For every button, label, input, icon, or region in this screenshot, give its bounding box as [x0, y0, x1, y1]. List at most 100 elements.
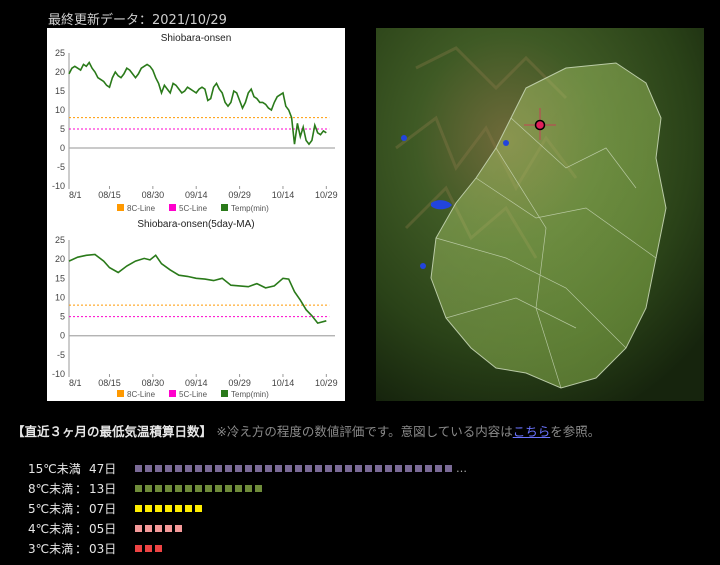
day-square	[145, 544, 152, 552]
day-square	[225, 464, 232, 472]
location-marker	[524, 108, 556, 140]
chart-1-legend-swatch	[117, 390, 124, 397]
day-square	[445, 464, 452, 472]
day-square	[285, 464, 292, 472]
day-square	[295, 464, 302, 472]
day-square	[255, 464, 262, 472]
day-square	[135, 464, 142, 472]
chart-0-y-tick-label: 15	[55, 86, 65, 96]
day-square	[245, 464, 252, 472]
day-square	[185, 464, 192, 472]
day-square	[145, 484, 152, 492]
day-square	[235, 464, 242, 472]
day-square	[185, 484, 192, 492]
chart-0-y-tick-label: 0	[60, 143, 65, 153]
chart-0-y-tick-label: 20	[55, 67, 65, 77]
day-count: 05日	[89, 521, 117, 536]
day-square	[275, 464, 282, 472]
chart-0-legend-label: Temp(min)	[231, 204, 269, 213]
day-square	[355, 464, 362, 472]
threshold-label: 15℃未満	[28, 461, 81, 476]
day-square	[385, 464, 392, 472]
day-square	[255, 484, 262, 492]
accumulated-row: 8℃未満： 13日	[28, 480, 262, 496]
chart-0-x-tick-label: 10/14	[272, 190, 295, 200]
day-square	[135, 544, 142, 552]
day-square	[145, 524, 152, 532]
day-square	[245, 484, 252, 492]
row-separator: ：	[74, 481, 87, 496]
explanation-link[interactable]: こちら	[512, 424, 551, 439]
chart-1-y-tick-label: 15	[55, 273, 65, 283]
chart-1-y-tick-label: 5	[60, 312, 65, 322]
threshold-label: 5℃未満	[28, 501, 74, 516]
day-square	[265, 464, 272, 472]
day-square	[365, 464, 372, 472]
chart-0-y-tick-label: -5	[57, 162, 65, 172]
day-square	[195, 464, 202, 472]
chart-1-legend-label: 8C-Line	[127, 390, 156, 399]
chart-1-y-tick-label: 25	[55, 235, 65, 245]
day-count: 07日	[89, 501, 117, 516]
accumulated-row: 15℃未満： 47日…	[28, 460, 467, 476]
day-squares	[135, 464, 452, 472]
day-square	[155, 524, 162, 532]
day-square	[205, 464, 212, 472]
day-square	[185, 504, 192, 512]
chart-0-y-tick-label: 5	[60, 124, 65, 134]
day-square	[155, 464, 162, 472]
chart-1-y-tick-label: 0	[60, 331, 65, 341]
row-separator: ：	[74, 541, 87, 556]
day-square	[395, 464, 402, 472]
day-squares	[135, 524, 182, 532]
accumulated-days-note-end: を参照。	[550, 424, 601, 439]
chart-0-x-tick-label: 08/30	[142, 190, 165, 200]
day-square	[435, 464, 442, 472]
day-count: 47日	[89, 461, 117, 476]
day-square	[235, 484, 242, 492]
accumulated-row: 4℃未満： 05日	[28, 520, 182, 536]
chart-0-series-tempmin-line	[68, 61, 327, 146]
chart-0-x-tick-label: 09/29	[228, 190, 251, 200]
day-square	[155, 544, 162, 552]
chart-0-legend-swatch	[117, 204, 124, 211]
day-square	[165, 484, 172, 492]
day-square	[375, 464, 382, 472]
day-square	[165, 524, 172, 532]
day-square	[415, 464, 422, 472]
chart-0-x-tick-label: 8/1	[69, 190, 82, 200]
day-count: 03日	[89, 541, 117, 556]
day-square	[325, 464, 332, 472]
day-square	[135, 484, 142, 492]
row-separator: ：	[74, 461, 87, 476]
chart-0-legend-label: 8C-Line	[127, 204, 156, 213]
chart-0-legend-label: 5C-Line	[179, 204, 208, 213]
chart-0-legend-swatch	[221, 204, 228, 211]
chart-1-x-tick-label: 8/1	[69, 378, 82, 388]
chart-1-y-tick-label: 10	[55, 292, 65, 302]
day-square	[215, 484, 222, 492]
day-square	[225, 484, 232, 492]
threshold-label: 8℃未満	[28, 481, 74, 496]
chart-1-series-tempmin-line	[68, 253, 327, 325]
chart-1-legend-label: Temp(min)	[231, 390, 269, 399]
chart-0-x-tick-label: 08/15	[98, 190, 121, 200]
accumulated-days-title: 【直近３ヶ月の最低気温積算日数】	[12, 424, 213, 439]
day-squares	[135, 484, 262, 492]
day-squares	[135, 504, 202, 512]
last-updated-label: 最終更新データ：2021/10/29	[48, 13, 227, 28]
day-square	[175, 524, 182, 532]
lake	[431, 200, 452, 210]
lake-small-2	[420, 263, 426, 269]
municipal-borders	[435, 117, 657, 389]
day-square	[155, 504, 162, 512]
row-separator: ：	[74, 501, 87, 516]
day-square	[165, 464, 172, 472]
accumulated-days-note: ※冷え方の程度の数値評価です。意図している内容は	[216, 424, 513, 439]
day-square	[145, 504, 152, 512]
day-count: 13日	[89, 481, 117, 496]
day-square	[205, 484, 212, 492]
day-square	[195, 484, 202, 492]
terrain-map	[376, 28, 704, 401]
